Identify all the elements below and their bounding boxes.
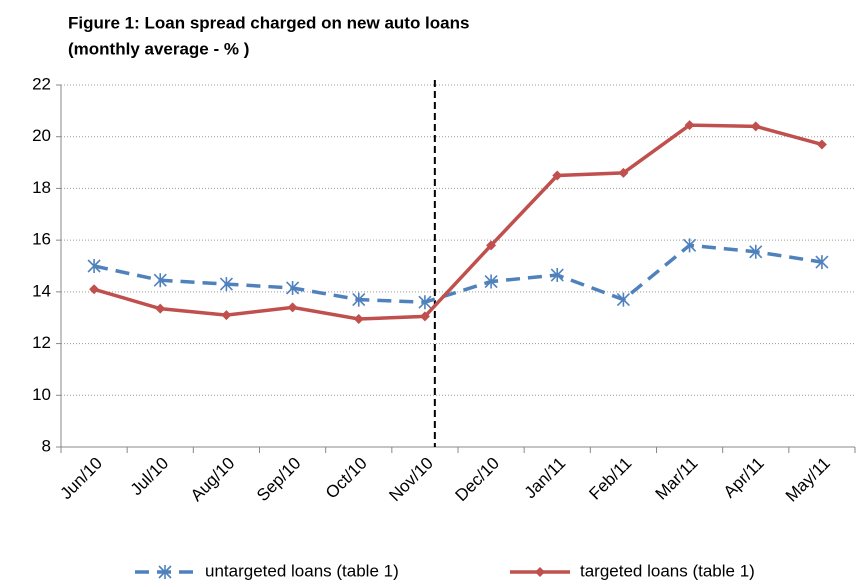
marker [815,255,829,270]
x-tick-label: Apr/11 [720,454,768,502]
marker [87,259,101,273]
marker [552,170,563,181]
marker [155,303,166,314]
marker [286,280,300,295]
marker [418,295,432,310]
x-tick-label: Nov/10 [385,454,437,506]
marker [816,139,827,150]
marker [221,310,232,321]
marker [750,121,761,132]
chart-title: Figure 1: Loan spread charged on new aut… [68,13,469,32]
x-tick-label: Feb/11 [585,454,635,504]
legend-label: targeted loans (table 1) [580,561,755,580]
legend-label: untargeted loans (table 1) [205,561,399,580]
x-tick-label: Oct/10 [322,454,371,503]
x-tick-label: Jun/10 [57,454,107,504]
marker [89,284,100,295]
legend-marker [158,565,172,579]
y-tick-label: 20 [32,126,51,145]
x-tick-label: Dec/10 [452,454,504,506]
x-tick-label: Aug/10 [187,454,239,506]
marker [419,311,430,322]
y-tick-label: 18 [32,178,51,197]
series-line [93,123,823,321]
marker [153,273,167,288]
x-tick-label: Jan/11 [521,454,570,503]
marker [616,292,630,307]
marker [484,274,498,289]
marker [684,120,695,131]
y-tick-label: 22 [32,74,51,93]
marker [749,244,763,259]
y-tick-label: 8 [42,436,51,455]
y-tick-label: 10 [32,385,51,404]
marker [219,277,233,292]
chart-subtitle: (monthly average - % ) [68,39,249,58]
marker [618,167,629,178]
x-tick-label: Jul/10 [127,454,173,500]
marker [287,302,298,313]
x-tick-label: Sep/10 [253,454,305,506]
series-line [93,243,823,304]
marker [486,240,497,251]
x-tick-label: May/11 [782,454,834,506]
marker [352,292,366,307]
y-tick-label: 14 [32,281,51,300]
marker [550,268,564,283]
y-tick-label: 16 [32,230,51,249]
legend-marker [535,567,545,577]
x-tick-label: Mar/11 [652,454,702,504]
marker [353,314,364,325]
marker [683,238,697,253]
y-tick-label: 12 [32,333,51,352]
